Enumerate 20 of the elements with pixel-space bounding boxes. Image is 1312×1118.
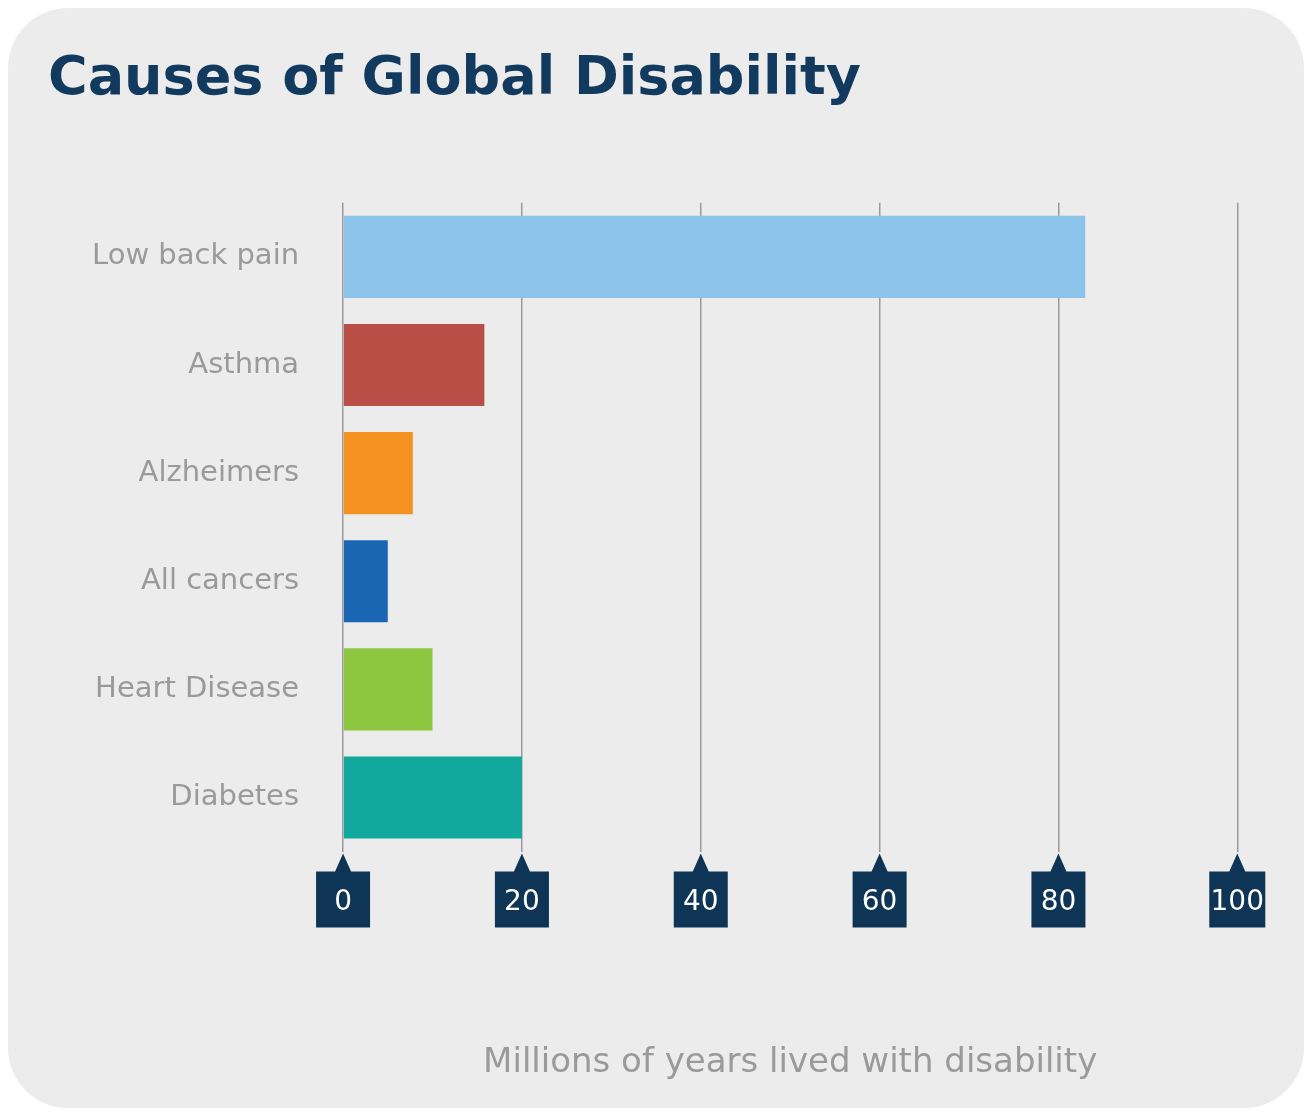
x-tick-label: 40 bbox=[682, 883, 719, 917]
y-tick-label: Asthma bbox=[188, 345, 300, 380]
bar bbox=[343, 756, 522, 839]
y-tick-label: Heart Disease bbox=[95, 669, 300, 704]
x-tick-label: 20 bbox=[504, 883, 540, 917]
x-tick-label: 60 bbox=[861, 883, 898, 917]
y-tick-label: All cancers bbox=[140, 561, 300, 596]
bar bbox=[343, 432, 413, 515]
bar bbox=[343, 648, 433, 731]
bar bbox=[343, 323, 485, 407]
y-tick-label: Alzheimers bbox=[138, 453, 300, 488]
x-axis-title: Millions of years lived with disability bbox=[483, 1040, 1098, 1081]
bar bbox=[343, 215, 1086, 298]
bar bbox=[343, 540, 388, 623]
x-tick-label: 0 bbox=[334, 883, 352, 917]
y-tick-label: Low back pain bbox=[92, 237, 300, 272]
y-tick-label: Diabetes bbox=[170, 778, 300, 813]
x-tick-label: 100 bbox=[1210, 883, 1264, 917]
chart-title: Causes of Global Disability bbox=[48, 44, 862, 108]
x-tick-label: 80 bbox=[1040, 883, 1077, 917]
